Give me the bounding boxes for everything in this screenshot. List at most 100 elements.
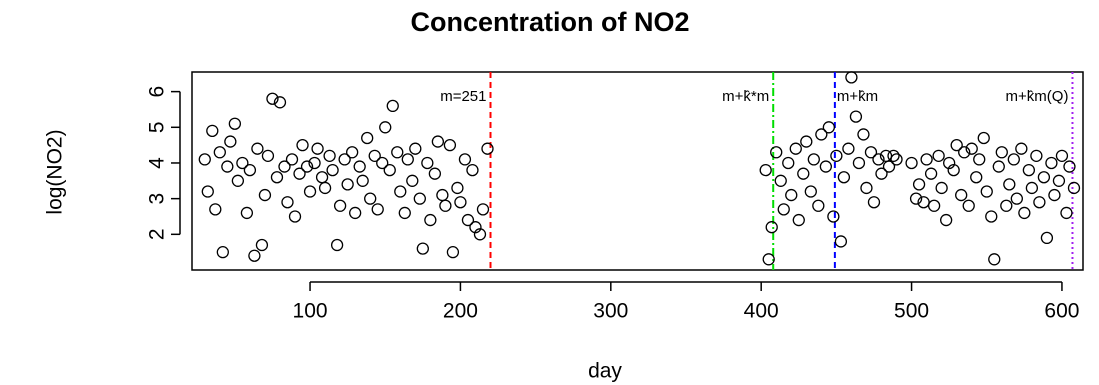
data-point [318,181,332,195]
data-point [424,213,437,227]
data-point [353,160,366,173]
data-point [326,163,339,177]
data-point [812,199,825,212]
data-point [209,203,222,216]
data-point [383,163,396,177]
data-point [1003,178,1016,191]
data-point [251,142,264,155]
data-point [995,146,1008,159]
x-axis-label: day [588,360,622,383]
data-point [1010,192,1023,205]
data-point [338,153,351,166]
data-point [935,181,948,195]
data-point [315,171,329,184]
data-point [311,142,324,155]
data-point [236,156,249,170]
data-point [924,167,938,180]
data-point [980,185,993,198]
data-point [371,203,384,216]
data-point [860,181,873,195]
chart-title: Concentration of NO2 [410,7,689,37]
data-point [1067,181,1081,195]
data-point [466,163,479,177]
data-point [1033,196,1046,209]
data-point [368,149,381,162]
reference-label: m+k̂m [837,88,878,105]
data-point [278,160,291,173]
data-point [830,149,843,162]
data-point [770,146,783,159]
data-point [349,206,362,220]
data-point [777,203,790,216]
data-point [221,160,234,173]
data-point [391,146,404,159]
data-point [882,160,896,173]
data-point [228,117,242,130]
data-point [837,171,851,184]
data-point [458,153,472,166]
data-point [932,149,945,162]
data-point [451,181,464,195]
data-point [1063,160,1076,173]
data-point [1055,149,1069,162]
data-point [481,142,494,155]
data-point [800,135,813,148]
data-point [1040,231,1054,245]
data-point [323,149,336,162]
data-point [1015,142,1028,155]
data-point [206,124,219,138]
data-point [1030,149,1043,162]
data-point [240,206,254,220]
data-point [413,192,426,205]
data-point [943,156,956,170]
data-point [759,163,772,177]
data-point [985,210,998,223]
data-point [834,235,848,248]
data-point [785,188,798,202]
x-tick-label: 600 [1044,300,1079,323]
data-point [454,196,467,209]
data-point [376,156,389,170]
data-point [797,167,810,180]
data-point [789,142,802,155]
data-point [977,131,990,145]
data-point [379,121,392,134]
data-point [992,160,1005,173]
data-point [431,135,445,148]
data-point [988,253,1001,266]
x-tick-label: 100 [293,300,328,323]
y-tick-label: 3 [146,193,169,205]
data-point [920,153,933,166]
data-point [867,196,881,209]
data-point [333,199,347,212]
data-point [905,156,918,170]
x-tick-label: 300 [593,300,628,323]
data-point [346,146,359,159]
data-point [962,199,975,212]
data-point [476,203,490,216]
y-axis-label: log(NO2) [44,129,67,214]
x-tick-label: 400 [744,300,779,323]
data-point [864,146,878,159]
data-point [243,163,257,177]
data-point [293,167,306,180]
data-point [364,192,377,205]
data-point [406,174,419,187]
data-point [819,160,833,173]
data-point [1022,163,1036,177]
data-point [416,242,429,255]
data-point [439,199,452,212]
data-point [288,210,302,223]
data-point [807,153,820,166]
x-tick-label: 500 [894,300,929,323]
y-tick-label: 5 [146,121,169,133]
data-point [296,138,309,152]
data-point [198,153,211,166]
data-point [401,153,414,166]
data-point [356,174,369,187]
reference-label: m=251 [440,88,486,105]
y-tick-label: 6 [146,86,169,98]
data-point [303,185,317,198]
data-point [1025,181,1039,195]
